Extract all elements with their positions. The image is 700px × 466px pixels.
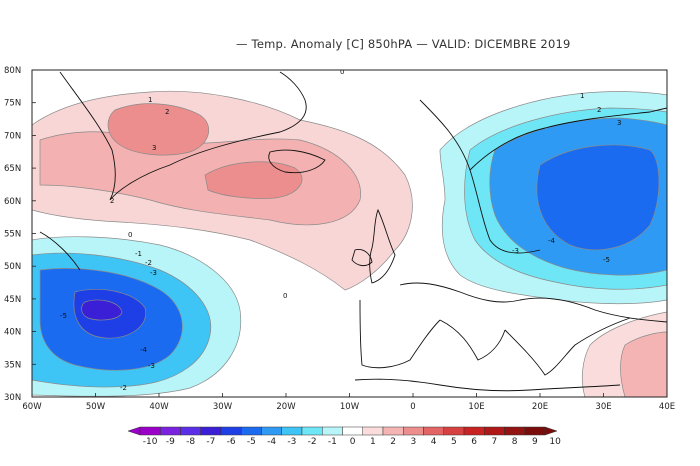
tick-marks bbox=[31, 69, 668, 398]
contour-label: 0 bbox=[340, 68, 344, 76]
colorbar bbox=[127, 426, 558, 436]
longitude-label: 30E bbox=[595, 402, 611, 412]
colorbar-swatch bbox=[362, 426, 384, 436]
colorbar-swatch bbox=[261, 426, 282, 436]
colorbar-label: 1 bbox=[370, 437, 376, 447]
colorbar-arrow-low bbox=[127, 426, 141, 436]
latitude-label: 30N bbox=[4, 393, 21, 403]
longitude-label: 20E bbox=[532, 402, 548, 412]
colorbar-swatch bbox=[423, 426, 444, 436]
contour-label: -3 bbox=[148, 362, 155, 370]
longitude-label: 0 bbox=[410, 402, 415, 412]
coastlines bbox=[39, 71, 667, 392]
contour-label: -4 bbox=[548, 237, 556, 245]
contour-label: -2 bbox=[120, 384, 127, 392]
colorbar-label: 4 bbox=[431, 437, 437, 447]
contour-label: 2 bbox=[597, 106, 601, 114]
colorbar-swatch bbox=[463, 426, 485, 436]
contour-label: -3 bbox=[512, 247, 519, 255]
contour-label: 0 bbox=[283, 292, 287, 300]
colorbar-swatch bbox=[524, 426, 546, 436]
positive-anomaly-greenland-core bbox=[107, 103, 210, 156]
colorbar-label: -6 bbox=[227, 437, 236, 447]
colorbar-swatch bbox=[322, 426, 343, 436]
contour-label: -5 bbox=[603, 256, 610, 264]
contour-label: -1 bbox=[135, 250, 142, 258]
colorbar-label: 10 bbox=[549, 437, 561, 447]
colorbar-label: -5 bbox=[247, 437, 256, 447]
colorbar-swatch bbox=[484, 426, 505, 436]
colorbar-label: 7 bbox=[492, 437, 498, 447]
colorbar-swatch bbox=[443, 426, 465, 436]
latitude-label: 65N bbox=[4, 164, 21, 174]
latitude-label: 35N bbox=[4, 360, 21, 370]
colorbar-label: -3 bbox=[287, 437, 296, 447]
latitude-label: 70N bbox=[4, 131, 21, 141]
contour-label: 3 bbox=[152, 144, 156, 152]
colorbar-swatch bbox=[241, 426, 262, 436]
longitude-label: 40W bbox=[149, 402, 169, 412]
latitude-label: 50N bbox=[4, 262, 21, 272]
contour-label: 1 bbox=[148, 96, 152, 104]
longitude-label: 20W bbox=[276, 402, 296, 412]
colorbar-swatch bbox=[504, 426, 525, 436]
longitude-label: 50W bbox=[86, 402, 106, 412]
colorbar-swatch bbox=[403, 426, 424, 436]
map-title: — Temp. Anomaly [C] 850hPA — VALID: DICE… bbox=[236, 37, 571, 51]
contour-label: -2 bbox=[145, 259, 152, 267]
contour-label: 1 bbox=[580, 92, 584, 100]
colorbar-label: 5 bbox=[451, 437, 457, 447]
colorbar-swatch bbox=[200, 426, 222, 436]
colorbar-swatch bbox=[180, 426, 201, 436]
colorbar-label: -1 bbox=[328, 437, 337, 447]
colorbar-label: -9 bbox=[166, 437, 175, 447]
colorbar-swatch bbox=[220, 426, 242, 436]
latitude-label: 60N bbox=[4, 197, 21, 207]
negative-anomaly-west-atlantic-min bbox=[81, 299, 123, 321]
contour-label: -5 bbox=[60, 312, 67, 320]
longitude-labels: 60W 50W 40W 30W 20W 10W 0 10E 20E 30E 40E bbox=[22, 402, 675, 412]
latitude-label: 55N bbox=[4, 230, 21, 240]
colorbar-label: 9 bbox=[532, 437, 538, 447]
colorbar-label: 6 bbox=[471, 437, 477, 447]
latitude-labels: 80N 75N 70N 65N 60N 55N 50N 45N 40N 35N 30N bbox=[4, 66, 21, 403]
longitude-label: 40E bbox=[659, 402, 675, 412]
colorbar-label: -7 bbox=[206, 437, 215, 447]
negative-anomaly-europe-core bbox=[536, 144, 660, 251]
contour-label: 3 bbox=[617, 119, 621, 127]
colorbar-label: -4 bbox=[267, 437, 276, 447]
contour-label: 0 bbox=[128, 231, 132, 239]
anomaly-fields: 0 0 0 -1 -2 -3 -5 -4 -3 -2 1 2 3 2 1 2 3… bbox=[32, 68, 667, 397]
contour-label: -4 bbox=[140, 346, 148, 354]
colorbar-swatch bbox=[139, 426, 161, 436]
longitude-label: 30W bbox=[213, 402, 233, 412]
longitude-label: 10E bbox=[468, 402, 484, 412]
colorbar-label: 0 bbox=[350, 437, 356, 447]
colorbar-swatch bbox=[342, 426, 363, 436]
longitude-label: 60W bbox=[22, 402, 42, 412]
longitude-label: 10W bbox=[340, 402, 360, 412]
colorbar-arrow-high bbox=[544, 426, 558, 436]
colorbar-swatch bbox=[382, 426, 404, 436]
colorbar-label: -10 bbox=[143, 437, 158, 447]
positive-anomaly-southeast-core bbox=[620, 331, 667, 397]
colorbar-labels: -10 -9 -8 -7 -6 -5 -4 -3 -2 -1 0 1 2 3 4 5 6 7 8 9 10 bbox=[143, 437, 561, 447]
colorbar-swatch bbox=[160, 426, 181, 436]
contour-label: -3 bbox=[150, 269, 157, 277]
latitude-label: 45N bbox=[4, 295, 21, 305]
contour-label: 2 bbox=[165, 108, 169, 116]
colorbar-swatch bbox=[281, 426, 303, 436]
positive-anomaly-iceland-core bbox=[204, 161, 303, 199]
colorbar-label: 3 bbox=[411, 437, 417, 447]
contour-label: 2 bbox=[110, 197, 114, 205]
colorbar-swatch bbox=[301, 426, 323, 436]
latitude-label: 40N bbox=[4, 328, 21, 338]
colorbar-label: -8 bbox=[186, 437, 195, 447]
latitude-label: 75N bbox=[4, 99, 21, 109]
latitude-label: 80N bbox=[4, 66, 21, 76]
colorbar-label: -2 bbox=[308, 437, 317, 447]
colorbar-label: 8 bbox=[512, 437, 518, 447]
colorbar-label: 2 bbox=[390, 437, 396, 447]
